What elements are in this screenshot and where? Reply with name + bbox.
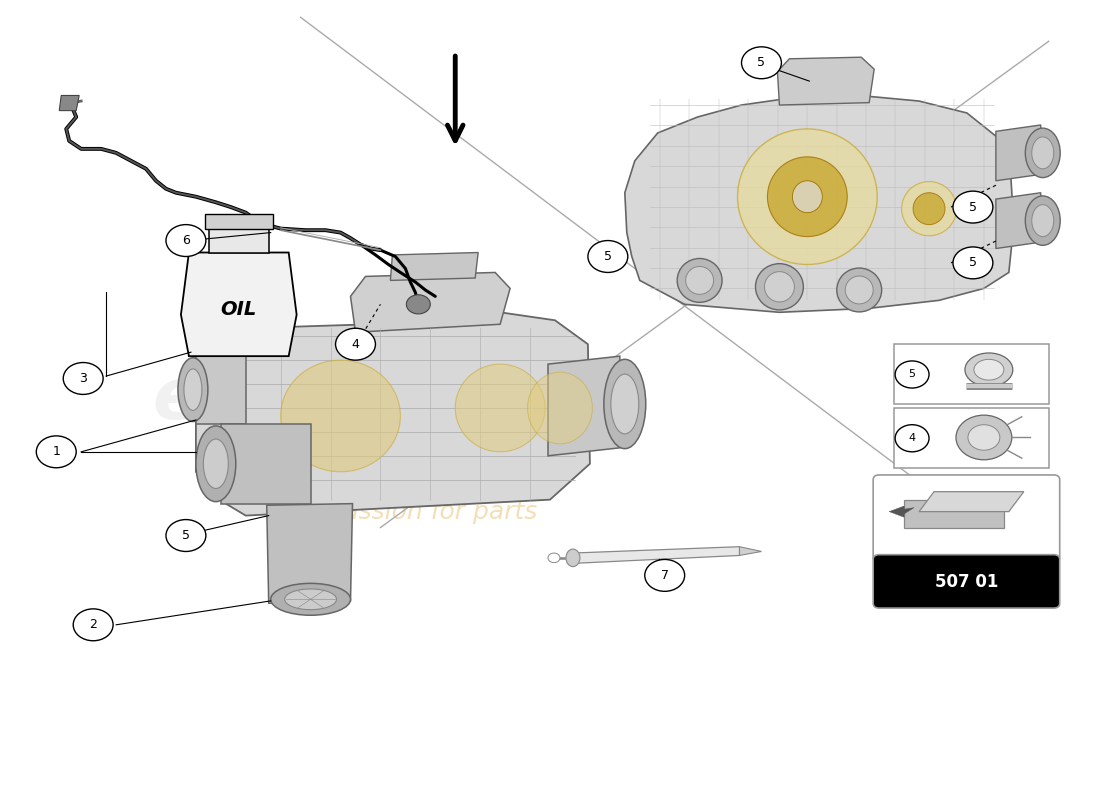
FancyBboxPatch shape xyxy=(205,214,273,229)
Ellipse shape xyxy=(685,266,714,294)
Circle shape xyxy=(968,425,1000,450)
Text: 4: 4 xyxy=(352,338,360,350)
Polygon shape xyxy=(889,506,914,517)
Circle shape xyxy=(645,559,684,591)
Text: 5: 5 xyxy=(604,250,612,263)
Text: 5: 5 xyxy=(182,529,190,542)
Text: 5: 5 xyxy=(758,56,766,70)
Circle shape xyxy=(895,425,930,452)
Text: 5: 5 xyxy=(909,370,915,379)
Circle shape xyxy=(336,328,375,360)
Ellipse shape xyxy=(455,364,544,452)
Ellipse shape xyxy=(1025,128,1060,178)
Ellipse shape xyxy=(528,372,593,444)
Circle shape xyxy=(956,415,1012,460)
Polygon shape xyxy=(266,504,352,603)
Ellipse shape xyxy=(678,258,722,302)
FancyBboxPatch shape xyxy=(873,475,1059,562)
Ellipse shape xyxy=(1032,205,1054,237)
Polygon shape xyxy=(778,57,874,105)
Ellipse shape xyxy=(204,439,229,489)
Ellipse shape xyxy=(768,157,847,237)
Circle shape xyxy=(895,361,930,388)
Circle shape xyxy=(74,609,113,641)
FancyBboxPatch shape xyxy=(894,408,1048,468)
Circle shape xyxy=(548,553,560,562)
Ellipse shape xyxy=(178,358,208,422)
Text: 1: 1 xyxy=(53,446,60,458)
Circle shape xyxy=(166,519,206,551)
Ellipse shape xyxy=(184,369,202,410)
Circle shape xyxy=(741,47,781,78)
Ellipse shape xyxy=(902,182,957,236)
Polygon shape xyxy=(625,95,1014,312)
Text: 507 01: 507 01 xyxy=(935,573,998,590)
Text: 7: 7 xyxy=(661,569,669,582)
Circle shape xyxy=(953,191,993,223)
Ellipse shape xyxy=(271,583,351,615)
Polygon shape xyxy=(920,492,1024,512)
Circle shape xyxy=(953,247,993,279)
Polygon shape xyxy=(996,193,1041,249)
Text: a passion for parts: a passion for parts xyxy=(304,500,537,524)
Circle shape xyxy=(406,294,430,314)
Ellipse shape xyxy=(764,272,794,302)
FancyBboxPatch shape xyxy=(873,554,1059,608)
FancyBboxPatch shape xyxy=(894,344,1048,404)
Polygon shape xyxy=(59,95,79,110)
FancyBboxPatch shape xyxy=(209,229,268,253)
Ellipse shape xyxy=(845,276,873,304)
Polygon shape xyxy=(180,253,297,356)
Ellipse shape xyxy=(196,426,235,502)
Text: 3: 3 xyxy=(79,372,87,385)
Polygon shape xyxy=(390,253,478,281)
Ellipse shape xyxy=(566,549,580,566)
Polygon shape xyxy=(572,546,739,563)
Ellipse shape xyxy=(965,353,1013,386)
Ellipse shape xyxy=(792,181,823,213)
Ellipse shape xyxy=(837,268,882,312)
Circle shape xyxy=(587,241,628,273)
Polygon shape xyxy=(739,546,761,555)
Circle shape xyxy=(166,225,206,257)
Polygon shape xyxy=(221,424,310,504)
Polygon shape xyxy=(196,356,245,424)
Ellipse shape xyxy=(974,359,1004,380)
Ellipse shape xyxy=(913,193,945,225)
Ellipse shape xyxy=(285,589,337,610)
Ellipse shape xyxy=(756,264,803,310)
Text: 4: 4 xyxy=(909,434,915,443)
Ellipse shape xyxy=(280,360,400,472)
Ellipse shape xyxy=(604,359,646,449)
Polygon shape xyxy=(996,125,1041,181)
Text: 6: 6 xyxy=(182,234,190,247)
Circle shape xyxy=(36,436,76,468)
Polygon shape xyxy=(196,312,590,515)
Polygon shape xyxy=(351,273,510,332)
Text: OIL: OIL xyxy=(221,300,257,319)
Polygon shape xyxy=(548,356,619,456)
Text: 5: 5 xyxy=(969,201,977,214)
Text: eurospares: eurospares xyxy=(152,366,608,434)
Polygon shape xyxy=(904,500,1004,527)
Circle shape xyxy=(63,362,103,394)
Ellipse shape xyxy=(737,129,877,265)
Text: 2: 2 xyxy=(89,618,97,631)
Ellipse shape xyxy=(610,374,639,434)
Text: 5: 5 xyxy=(969,256,977,270)
Ellipse shape xyxy=(1025,196,1060,246)
Ellipse shape xyxy=(1032,137,1054,169)
